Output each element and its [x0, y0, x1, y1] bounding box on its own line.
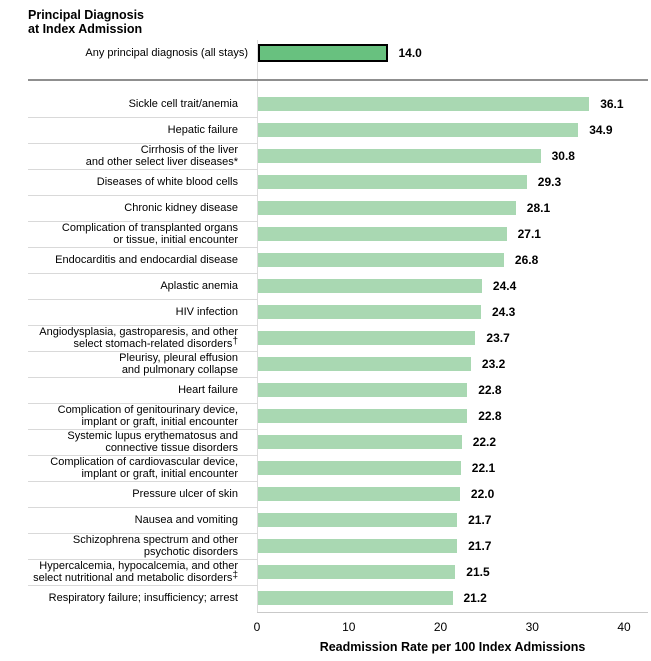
category-label: Complication of genitourinary device, imp… — [57, 404, 238, 428]
zero-axis-line — [257, 40, 258, 612]
chart-row: Chronic kidney disease 28.1 — [0, 195, 651, 221]
chart-row: Hepatic failure 34.9 — [0, 117, 651, 143]
bar — [258, 331, 476, 345]
category-label: Aplastic anemia — [160, 280, 238, 292]
value-label: 23.7 — [486, 331, 510, 345]
bar — [258, 539, 458, 553]
chart-title-line1: Principal Diagnosis — [28, 8, 145, 22]
chart-row: Nausea and vomiting 21.7 — [0, 507, 651, 533]
x-axis-title: Readmission Rate per 100 Index Admission… — [319, 640, 586, 654]
chart-row: Cirrhosis of the liver and other select l… — [0, 143, 651, 169]
chart-row: Complication of cardiovascular device, im… — [0, 455, 651, 481]
category-label: Complication of transplanted organs or ti… — [61, 222, 238, 246]
bar — [258, 409, 468, 423]
value-label: 24.3 — [492, 305, 516, 319]
bar — [258, 357, 471, 371]
bar — [258, 565, 456, 579]
category-label: Cirrhosis of the liver and other select l… — [85, 144, 238, 168]
category-label: Chronic kidney disease — [124, 202, 238, 214]
category-label: Respiratory failure; insufficiency; arre… — [48, 592, 238, 604]
chart-row: Complication of genitourinary device, imp… — [0, 403, 651, 429]
bar — [258, 279, 482, 293]
bar — [258, 487, 460, 501]
x-tick-label: 40 — [617, 620, 631, 634]
value-label: 26.8 — [514, 253, 539, 267]
value-label: 29.3 — [537, 175, 562, 189]
value-label: 22.0 — [470, 487, 495, 501]
category-label: Pleurisy, pleural effusion and pulmonary … — [119, 352, 238, 376]
reference-bar-label: Any principal diagnosis (all stays) — [85, 47, 248, 59]
chart-row: Complication of transplanted organs or ti… — [0, 221, 651, 247]
bar — [258, 305, 481, 319]
x-tick-label: 10 — [342, 620, 356, 634]
category-label: Angiodysplasia, gastroparesis, and other… — [39, 326, 238, 350]
chart-row: Hypercalcemia, hypocalcemia, and other se… — [0, 559, 651, 585]
category-label: Pressure ulcer of skin — [132, 488, 238, 500]
value-label: 22.8 — [478, 383, 502, 397]
reference-bar — [258, 44, 388, 62]
value-label: 22.8 — [478, 409, 502, 423]
bar — [258, 201, 516, 215]
value-label: 24.4 — [492, 279, 517, 293]
value-label: 21.7 — [468, 539, 492, 553]
category-label: Systemic lupus erythematosus and connecti… — [67, 430, 238, 454]
bar — [258, 461, 461, 475]
section-divider-line — [28, 79, 648, 81]
chart-title: Principal Diagnosis at Index Admission — [28, 8, 144, 36]
category-label: HIV infection — [175, 306, 238, 318]
value-label: 22.1 — [471, 461, 496, 475]
chart-row: Respiratory failure; insufficiency; arre… — [0, 585, 651, 611]
value-label: 36.1 — [600, 97, 624, 111]
chart-row: Systemic lupus erythematosus and connecti… — [0, 429, 651, 455]
value-label: 21.5 — [466, 565, 490, 579]
bar — [258, 175, 527, 189]
chart-row: Diseases of white blood cells 29.3 — [0, 169, 651, 195]
chart-row: Heart failure 22.8 — [0, 377, 651, 403]
value-label: 27.1 — [517, 227, 541, 241]
category-label: Endocarditis and endocardial disease — [55, 254, 238, 266]
x-axis-line — [257, 612, 648, 613]
bar — [258, 97, 590, 111]
category-label: Complication of cardiovascular device, im… — [50, 456, 238, 480]
bar — [258, 227, 507, 241]
value-label: 21.7 — [468, 513, 492, 527]
bar — [258, 149, 541, 163]
chart-row: Pleurisy, pleural effusion and pulmonary … — [0, 351, 651, 377]
reference-value: 14.0 — [398, 46, 422, 60]
bar — [258, 253, 504, 267]
chart-row: HIV infection 24.3 — [0, 299, 651, 325]
chart-row: Pressure ulcer of skin 22.0 — [0, 481, 651, 507]
bar — [258, 123, 579, 137]
bar — [258, 513, 458, 527]
category-label: Heart failure — [178, 384, 238, 396]
x-tick-label: 20 — [433, 620, 448, 634]
category-label: Schizophrena spectrum and other psychotic… — [72, 534, 238, 558]
value-label: 30.8 — [551, 149, 575, 163]
x-axis-ticks: 0 10 20 30 40 — [0, 620, 651, 634]
bar-rows: Sickle cell trait/anemia 36.1 Hepatic fail… — [0, 91, 651, 611]
value-label: 21.2 — [463, 591, 487, 605]
chart-row: Aplastic anemia 24.4 — [0, 273, 651, 299]
chart-title-line2: at Index Admission — [28, 22, 143, 36]
bar — [258, 435, 462, 449]
category-label: Sickle cell trait/anemia — [128, 98, 238, 110]
value-label: 28.1 — [526, 201, 551, 215]
value-label: 22.2 — [472, 435, 497, 449]
chart-row: Schizophrena spectrum and other psychotic… — [0, 533, 651, 559]
value-label: 34.9 — [589, 123, 613, 137]
bar — [258, 383, 468, 397]
category-label: Hepatic failure — [167, 124, 238, 136]
value-label: 23.2 — [481, 357, 506, 371]
chart-row: Endocarditis and endocardial disease 26.8 — [0, 247, 651, 273]
bar — [258, 591, 453, 605]
category-label: Nausea and vomiting — [134, 514, 238, 526]
chart-row: Sickle cell trait/anemia 36.1 — [0, 91, 651, 117]
category-label: Diseases of white blood cells — [96, 176, 238, 188]
category-label: Hypercalcemia, hypocalcemia, and other se… — [33, 560, 238, 584]
x-tick-label: 0 — [253, 620, 261, 634]
x-tick-label: 30 — [525, 620, 539, 634]
chart-row: Angiodysplasia, gastroparesis, and other… — [0, 325, 651, 351]
